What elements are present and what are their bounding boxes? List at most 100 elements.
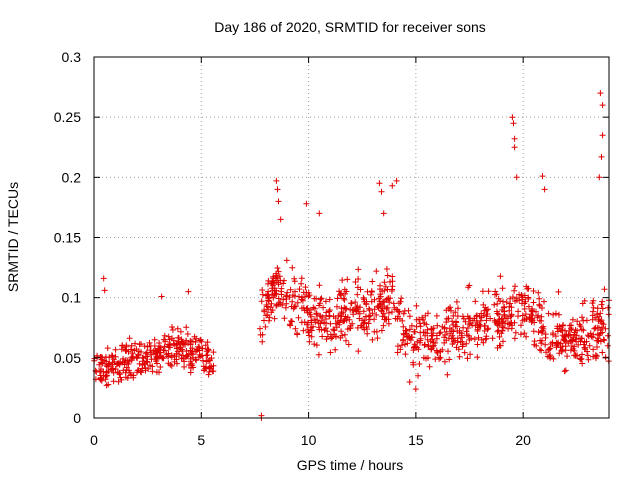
data-point bbox=[474, 341, 481, 348]
data-point bbox=[379, 305, 386, 312]
data-point bbox=[346, 325, 353, 332]
data-point bbox=[564, 353, 571, 360]
data-point bbox=[577, 323, 584, 330]
data-point bbox=[519, 296, 526, 303]
data-point bbox=[105, 381, 112, 388]
data-point bbox=[168, 362, 175, 369]
data-point bbox=[393, 177, 400, 184]
data-point bbox=[126, 335, 133, 342]
data-point bbox=[549, 339, 556, 346]
data-point bbox=[538, 317, 545, 324]
data-point bbox=[569, 316, 576, 323]
data-point bbox=[376, 295, 382, 302]
data-point bbox=[327, 320, 334, 327]
data-point bbox=[197, 337, 203, 344]
data-point bbox=[518, 322, 524, 329]
data-point bbox=[178, 355, 185, 362]
data-point bbox=[513, 295, 520, 302]
data-point bbox=[200, 357, 206, 364]
data-point bbox=[530, 299, 537, 306]
data-point bbox=[367, 291, 374, 298]
data-point bbox=[200, 363, 207, 370]
data-point bbox=[434, 322, 441, 329]
data-point bbox=[400, 330, 407, 337]
data-point bbox=[360, 294, 367, 301]
data-point bbox=[552, 333, 559, 340]
data-point bbox=[193, 357, 200, 364]
data-point bbox=[417, 323, 424, 330]
data-point bbox=[281, 277, 287, 284]
data-point bbox=[453, 344, 460, 351]
data-point bbox=[594, 311, 600, 318]
data-point bbox=[340, 318, 346, 325]
data-point bbox=[316, 210, 323, 217]
data-point bbox=[593, 337, 600, 344]
data-point bbox=[491, 301, 498, 308]
data-point bbox=[581, 297, 588, 304]
data-point bbox=[518, 292, 525, 298]
data-point bbox=[160, 336, 167, 343]
data-point bbox=[332, 346, 339, 353]
data-point bbox=[493, 308, 500, 315]
data-point bbox=[316, 326, 323, 333]
data-point bbox=[539, 173, 546, 180]
data-point bbox=[599, 329, 606, 336]
data-point bbox=[446, 356, 453, 363]
data-point bbox=[146, 339, 153, 346]
data-point bbox=[154, 349, 161, 356]
data-point bbox=[333, 324, 340, 331]
data-point bbox=[443, 328, 450, 335]
data-point bbox=[303, 200, 310, 207]
data-points bbox=[91, 90, 612, 421]
data-point bbox=[536, 302, 543, 309]
data-point bbox=[583, 338, 590, 345]
data-point bbox=[578, 335, 584, 342]
y-tick-label: 0.1 bbox=[62, 290, 82, 306]
data-point bbox=[460, 324, 467, 331]
data-point bbox=[141, 343, 148, 350]
data-point bbox=[311, 305, 318, 312]
data-point bbox=[554, 325, 561, 332]
data-point bbox=[327, 349, 334, 356]
data-point bbox=[292, 325, 299, 332]
data-point bbox=[577, 356, 584, 363]
x-axis-ticks: 0 5 10 15 20 bbox=[90, 57, 531, 448]
data-point bbox=[306, 332, 313, 339]
data-point bbox=[343, 317, 350, 324]
data-point bbox=[402, 341, 408, 348]
data-point bbox=[204, 346, 211, 353]
data-point bbox=[174, 360, 180, 367]
data-point bbox=[371, 306, 378, 313]
data-point bbox=[599, 132, 606, 139]
data-point bbox=[584, 352, 591, 359]
data-point bbox=[598, 301, 605, 308]
data-point bbox=[394, 349, 401, 356]
data-point bbox=[443, 315, 450, 322]
data-point bbox=[496, 342, 503, 349]
data-point bbox=[339, 332, 346, 339]
data-point bbox=[385, 309, 392, 316]
data-point bbox=[202, 342, 209, 349]
data-point bbox=[481, 327, 488, 334]
data-point bbox=[429, 332, 436, 339]
grid-lines bbox=[94, 57, 609, 418]
data-point bbox=[507, 320, 514, 327]
data-point bbox=[596, 332, 603, 339]
data-point bbox=[492, 319, 499, 325]
data-point bbox=[484, 311, 491, 317]
data-point bbox=[288, 318, 294, 324]
data-point bbox=[519, 312, 526, 319]
data-point bbox=[204, 352, 211, 358]
data-point bbox=[510, 120, 517, 127]
data-point bbox=[455, 305, 461, 312]
data-point bbox=[181, 358, 188, 365]
data-point bbox=[590, 346, 597, 353]
data-point bbox=[167, 344, 173, 351]
data-point bbox=[353, 304, 360, 311]
data-point bbox=[269, 307, 276, 314]
data-point bbox=[313, 295, 320, 302]
data-point bbox=[380, 322, 387, 329]
data-point bbox=[538, 337, 545, 344]
data-point bbox=[389, 309, 395, 315]
y-tick-label: 0.3 bbox=[62, 49, 82, 65]
